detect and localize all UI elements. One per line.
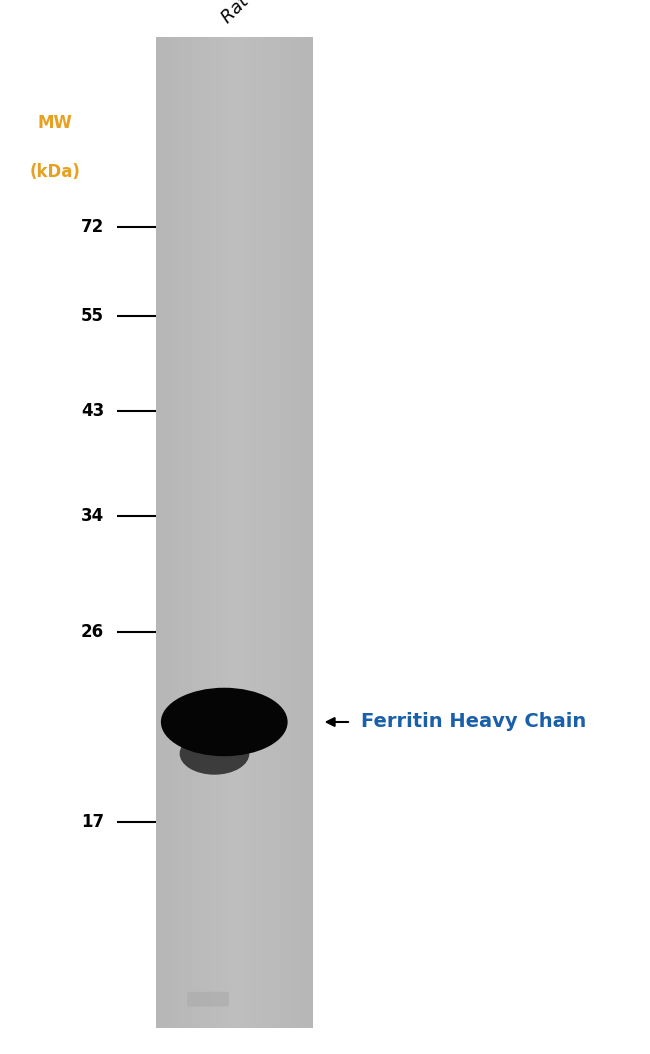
Bar xyxy=(191,37,196,1028)
Bar xyxy=(242,37,246,1028)
Bar xyxy=(214,37,219,1028)
Bar xyxy=(269,37,274,1028)
Bar xyxy=(250,37,254,1028)
Bar xyxy=(254,37,258,1028)
Bar xyxy=(234,37,239,1028)
Text: 55: 55 xyxy=(81,307,104,326)
Text: (kDa): (kDa) xyxy=(30,163,81,181)
Bar xyxy=(296,37,301,1028)
Text: 26: 26 xyxy=(81,623,104,642)
Bar xyxy=(195,37,200,1028)
Bar xyxy=(238,37,242,1028)
Bar xyxy=(304,37,309,1028)
Text: Ferritin Heavy Chain: Ferritin Heavy Chain xyxy=(361,713,586,731)
Bar xyxy=(199,37,203,1028)
Text: 17: 17 xyxy=(81,813,104,832)
Bar xyxy=(226,37,231,1028)
Bar xyxy=(246,37,250,1028)
Text: Rat liver: Rat liver xyxy=(218,0,284,26)
Text: 43: 43 xyxy=(81,402,104,421)
Bar xyxy=(164,37,168,1028)
Bar xyxy=(179,37,184,1028)
Text: 34: 34 xyxy=(81,507,104,526)
Bar xyxy=(160,37,164,1028)
Bar xyxy=(211,37,215,1028)
Bar xyxy=(265,37,270,1028)
Bar xyxy=(218,37,223,1028)
Bar xyxy=(183,37,188,1028)
Ellipse shape xyxy=(179,733,250,775)
Bar xyxy=(281,37,285,1028)
Bar xyxy=(207,37,211,1028)
Ellipse shape xyxy=(161,688,287,757)
Bar xyxy=(203,37,207,1028)
Bar xyxy=(300,37,305,1028)
Bar xyxy=(292,37,297,1028)
Bar xyxy=(277,37,281,1028)
Bar xyxy=(257,37,262,1028)
Text: MW: MW xyxy=(38,114,73,132)
Bar xyxy=(273,37,278,1028)
Bar xyxy=(187,37,192,1028)
FancyBboxPatch shape xyxy=(187,992,229,1007)
Bar xyxy=(156,37,161,1028)
Text: 72: 72 xyxy=(81,217,104,236)
Bar xyxy=(168,37,172,1028)
Bar xyxy=(172,37,176,1028)
Bar xyxy=(176,37,180,1028)
Bar xyxy=(308,37,313,1028)
Bar xyxy=(285,37,289,1028)
Bar xyxy=(261,37,266,1028)
Bar xyxy=(222,37,227,1028)
Bar xyxy=(289,37,293,1028)
Bar xyxy=(156,37,312,1028)
Bar xyxy=(230,37,235,1028)
